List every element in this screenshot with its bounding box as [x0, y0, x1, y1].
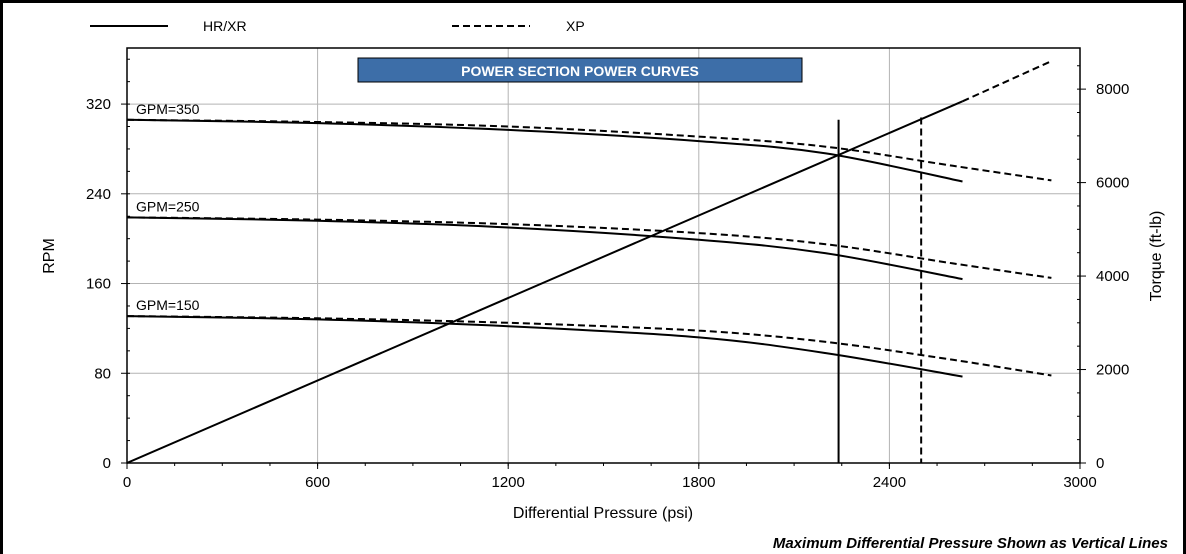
y-tick-label: 0 [103, 455, 111, 472]
y2-tick-label: 6000 [1096, 175, 1129, 192]
y2-tick-label: 4000 [1096, 268, 1129, 285]
series-line-6 [126, 100, 963, 464]
x-tick-label: 0 [123, 474, 131, 491]
y-tick-label: 80 [94, 365, 111, 382]
footnote: Maximum Differential Pressure Shown as V… [773, 535, 1168, 552]
x-tick-label: 3000 [1063, 474, 1096, 491]
x-tick-label: 2400 [873, 474, 906, 491]
x-axis-title: Differential Pressure (psi) [513, 505, 693, 522]
grid [127, 48, 1080, 463]
y2-tick-label: 0 [1096, 455, 1104, 472]
series-line-5 [126, 315, 1052, 377]
y2-axis-title: Torque (ft-lb) [1148, 211, 1165, 302]
max-pressure-lines [837, 117, 923, 463]
chart-title: POWER SECTION POWER CURVES [461, 63, 699, 79]
series-label-4: GPM=150 [136, 297, 200, 313]
y-tick-label: 320 [86, 96, 111, 113]
x-tick-label: 1200 [492, 474, 525, 491]
y-tick-label: 240 [86, 186, 111, 203]
legend-label-hr-xr: HR/XR [203, 18, 247, 34]
y2-tick-label: 8000 [1096, 81, 1129, 98]
y-axis-torque: 0 2000 4000 6000 8000 [1077, 65, 1129, 472]
x-tick-label: 1800 [682, 474, 715, 491]
series-line-4 [126, 315, 963, 378]
x-tick-label: 600 [305, 474, 330, 491]
y2-tick-label: 2000 [1096, 362, 1129, 379]
x-axis: 0 600 1200 1800 2400 3000 [123, 463, 1097, 491]
y-tick-label: 160 [86, 276, 111, 293]
y-axis-rpm: 0 80 160 240 320 [86, 58, 130, 472]
chart-title-box: POWER SECTION POWER CURVES [357, 57, 803, 83]
series-lines [126, 60, 1052, 464]
y-axis-title: RPM [41, 238, 58, 274]
series-line-2 [126, 216, 963, 281]
legend: HR/XR XP [90, 18, 585, 34]
series-line-7 [962, 60, 1052, 103]
series-label-2: GPM=250 [136, 198, 200, 214]
series-line-0 [126, 118, 963, 183]
series-labels: GPM=350 GPM=250 GPM=150 [136, 101, 200, 313]
title-banner [357, 57, 803, 83]
series-label-0: GPM=350 [136, 101, 200, 117]
legend-label-xp: XP [566, 18, 585, 34]
